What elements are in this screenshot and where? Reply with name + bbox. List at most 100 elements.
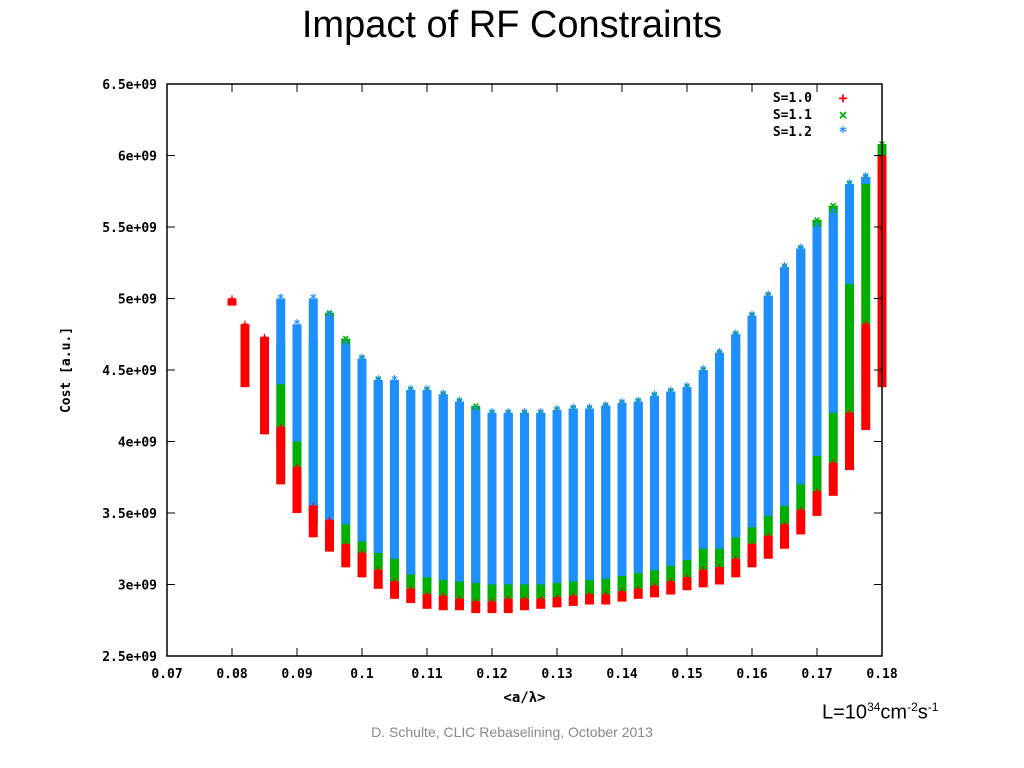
series-s10-range <box>601 594 611 605</box>
series-s10-range <box>292 467 302 513</box>
series-s12-range <box>715 352 724 549</box>
series-s12-range-marker: * <box>537 406 544 420</box>
series-s10-range <box>763 535 773 559</box>
series-s10-range <box>357 553 367 578</box>
series-s10-range-marker: + <box>228 292 235 306</box>
series-s11-range <box>292 412 302 496</box>
series-s10-range-marker: + <box>586 588 593 602</box>
series-s11-range-marker: × <box>326 306 333 320</box>
legend: S=1.0 + S=1.1 × S=1.2 * <box>773 89 848 141</box>
y-axis-label: Cost [a.u.] <box>59 327 74 413</box>
series-s12-range <box>780 267 789 506</box>
series-s10-range-marker: + <box>683 570 690 584</box>
y-tick-label: 5.5e+09 <box>102 221 157 236</box>
x-tick-label: 0.16 <box>736 667 767 682</box>
series-s12-range <box>308 298 318 513</box>
series-s12-range-marker: * <box>521 406 528 420</box>
series-s10-range-marker: + <box>326 513 333 527</box>
series-s12-range <box>276 298 286 385</box>
series-s12-range-marker: * <box>667 384 674 398</box>
series-s12-range-marker: * <box>651 389 658 403</box>
series-s12-range <box>406 390 416 575</box>
series-s12-range-marker: * <box>781 260 788 274</box>
x-tick-label: 0.12 <box>476 667 507 682</box>
series-s12-range-marker: * <box>602 399 609 413</box>
series-s10-range-marker: + <box>716 560 723 574</box>
series-s12-range <box>845 184 854 285</box>
series-s10-range-marker: + <box>537 592 544 606</box>
series-s10-range-marker: + <box>635 582 642 596</box>
series-s12-range-marker: * <box>618 396 625 410</box>
series-s10-range-marker: + <box>732 552 739 566</box>
series-s12-range-marker: * <box>732 327 739 341</box>
series-s10-range-marker: + <box>310 499 317 513</box>
series-s10-range <box>438 595 448 611</box>
series-s10-range-marker: + <box>553 590 560 604</box>
series-s12-range-marker: * <box>407 383 414 397</box>
series-s10-range <box>731 558 741 578</box>
series-s10-range <box>828 462 838 496</box>
legend-label: S=1.2 <box>773 125 812 140</box>
legend-marker: + <box>838 89 847 107</box>
series-s10-range <box>308 505 318 538</box>
series-s12-range-marker: * <box>472 403 479 417</box>
series-s12-range-marker: * <box>488 406 495 420</box>
series-s12-range <box>747 315 757 528</box>
y-tick-label: 2.5e+09 <box>102 650 157 665</box>
y-tick-label: 4.5e+09 <box>102 364 157 379</box>
series-s12-range-marker: * <box>700 363 707 377</box>
x-tick-label: 0.07 <box>151 667 182 682</box>
series-s12-range <box>438 394 448 581</box>
series-s10-range-marker: + <box>651 579 658 593</box>
series-s12-range <box>585 408 594 581</box>
legend-marker: × <box>838 106 847 124</box>
slide-title: Impact of RF Constraints <box>301 4 723 46</box>
series-s11-range-marker: × <box>342 332 349 346</box>
series-s12-range <box>650 395 659 571</box>
series-s12-range <box>552 410 562 584</box>
y-tick-label: 3e+09 <box>118 579 157 594</box>
series-s12-range <box>682 387 692 561</box>
series-s10-range-marker: + <box>570 589 577 603</box>
series-s10-range <box>780 524 789 549</box>
series-s10-range-marker: + <box>521 592 528 606</box>
series-s11-range-marker: × <box>830 199 837 213</box>
series-s10-range-marker: + <box>618 585 625 599</box>
y-tick-label: 6.5e+09 <box>102 78 157 93</box>
series-s12-range <box>341 344 351 525</box>
series-s12-range-marker: * <box>635 394 642 408</box>
series-s10-range <box>471 601 481 614</box>
series-s12-range-marker: * <box>797 241 804 255</box>
series-s10-range <box>390 581 399 599</box>
series-s10-range <box>682 577 692 591</box>
x-tick-label: 0.18 <box>866 667 897 682</box>
series-s10-range-marker: + <box>261 330 268 344</box>
series-s10-range <box>796 510 806 535</box>
luminosity-label: L=1034cm-2s-1 <box>822 700 939 724</box>
x-tick-label: 0.14 <box>606 667 637 682</box>
series-s10-range <box>406 588 416 604</box>
series-s10-range <box>747 544 757 568</box>
series-s10-range-marker: + <box>407 582 414 596</box>
series-s10-range-marker: + <box>765 529 772 543</box>
y-tick-label: 3.5e+09 <box>102 507 157 522</box>
x-tick-label: 0.09 <box>281 667 312 682</box>
series-s10-range-marker: + <box>797 503 804 517</box>
series-s12-range <box>812 227 822 456</box>
series-s10-range-marker: + <box>667 575 674 589</box>
series-s12-range-marker: * <box>683 380 690 394</box>
series-s12-range-marker: * <box>716 346 723 360</box>
series-s10-range <box>845 412 854 471</box>
series-s12-range <box>601 405 611 579</box>
series-s12-range <box>422 390 432 578</box>
series-s12-range-marker: * <box>748 309 755 323</box>
legend-label: S=1.0 <box>773 91 812 106</box>
series-s12-range-marker: * <box>456 394 463 408</box>
series-s10-range-marker: + <box>472 595 479 609</box>
series-s10-range-marker: + <box>391 575 398 589</box>
series-s10-range-marker: + <box>358 546 365 560</box>
series-s10-range-marker: + <box>241 317 248 331</box>
series-s12-range-marker: * <box>293 317 300 331</box>
series-s10-range-marker: + <box>700 563 707 577</box>
footer-text: D. Schulte, CLIC Rebaselining, October 2… <box>371 724 653 740</box>
